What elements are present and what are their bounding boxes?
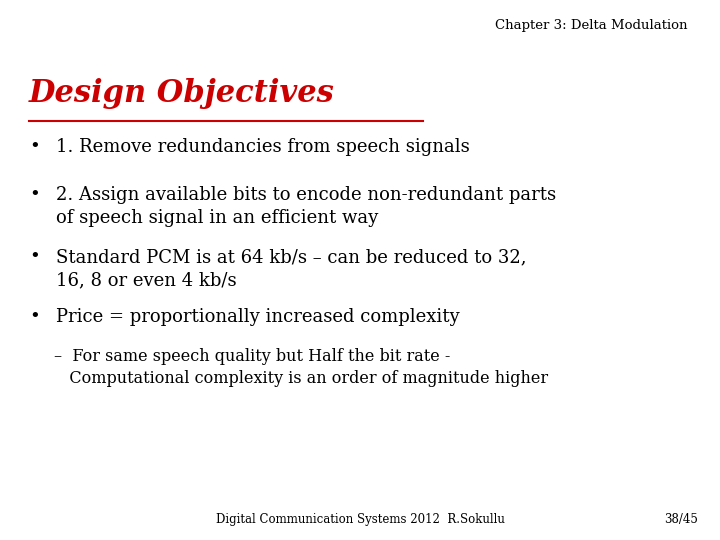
Text: –  For same speech quality but Half the bit rate -
   Computational complexity i: – For same speech quality but Half the b…: [54, 348, 548, 387]
Text: 1. Remove redundancies from speech signals: 1. Remove redundancies from speech signa…: [56, 138, 470, 156]
Text: •: •: [29, 186, 40, 204]
Text: Chapter 3: Delta Modulation: Chapter 3: Delta Modulation: [495, 19, 688, 32]
Text: Standard PCM is at 64 kb/s – can be reduced to 32,
16, 8 or even 4 kb/s: Standard PCM is at 64 kb/s – can be redu…: [56, 248, 526, 289]
Text: •: •: [29, 308, 40, 326]
Text: Design Objectives: Design Objectives: [29, 78, 335, 109]
Text: 38/45: 38/45: [665, 514, 698, 526]
Text: •: •: [29, 138, 40, 156]
Text: Digital Communication Systems 2012  R.Sokullu: Digital Communication Systems 2012 R.Sok…: [215, 514, 505, 526]
Text: 2. Assign available bits to encode non-redundant parts
of speech signal in an ef: 2. Assign available bits to encode non-r…: [56, 186, 557, 227]
Text: Price = proportionally increased complexity: Price = proportionally increased complex…: [56, 308, 460, 326]
Text: •: •: [29, 248, 40, 266]
